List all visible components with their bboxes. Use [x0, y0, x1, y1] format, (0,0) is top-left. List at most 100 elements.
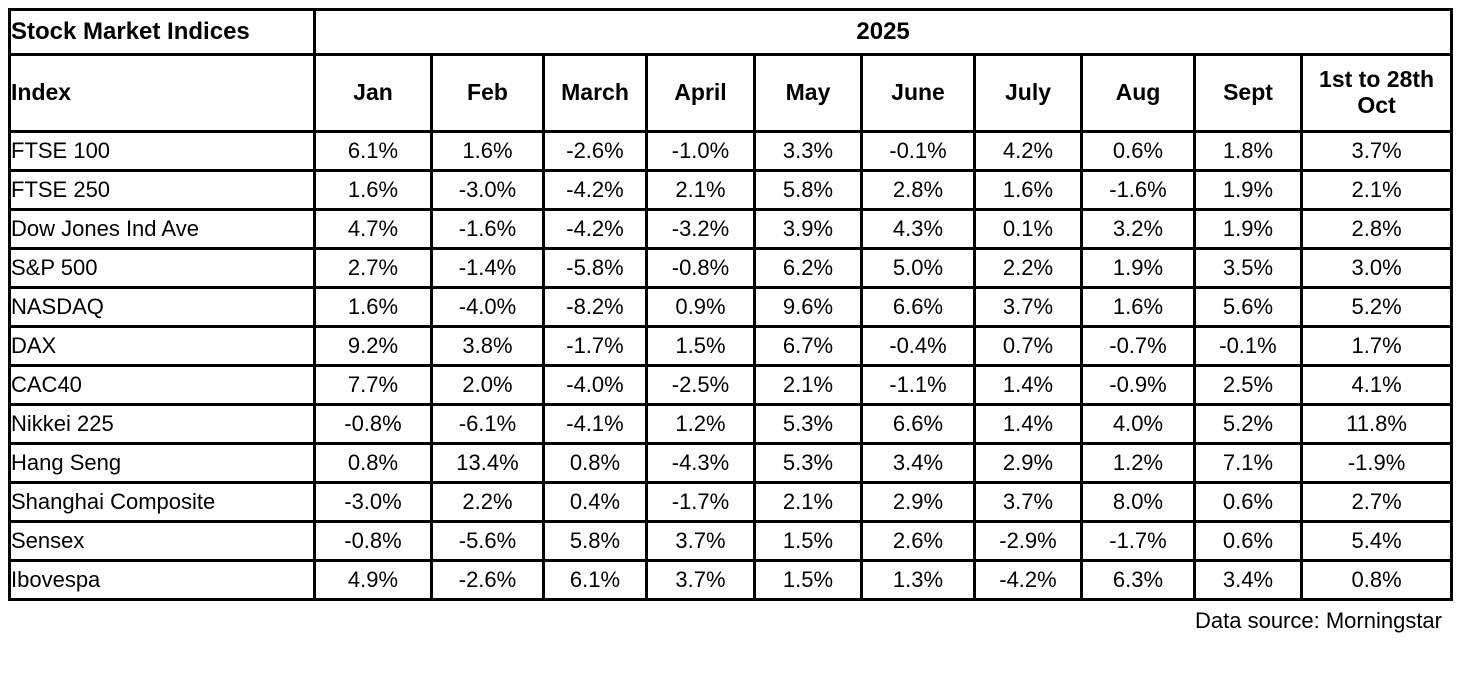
value-cell-feb: 1.6%: [430, 130, 545, 172]
value-cell-jan: 4.9%: [313, 559, 433, 601]
value-cell-june: 2.8%: [860, 169, 976, 211]
value-cell-aug: 4.0%: [1080, 403, 1196, 445]
value-cell-1st-to-28th-oct: -1.9%: [1299, 442, 1454, 484]
value-cell-april: -1.0%: [645, 130, 756, 172]
value-cell-june: 2.9%: [860, 481, 976, 523]
value-cell-feb: 3.8%: [430, 325, 545, 367]
table-row-cac40: CAC40 7.7% 2.0% -4.0% -2.5% 2.1% -1.1% 1.4% -0.9…: [8, 364, 1454, 406]
value-cell-1st-to-28th-oct: 2.8%: [1299, 208, 1454, 250]
value-cell-july: -2.9%: [973, 520, 1083, 562]
index-name-cell: FTSE 100: [8, 130, 316, 172]
value-cell-jan: 7.7%: [313, 364, 433, 406]
data-source-note: Data source: Morningstar: [1195, 608, 1442, 633]
value-cell-july: 0.1%: [973, 208, 1083, 250]
index-name-cell: Ibovespa: [8, 559, 316, 601]
table-row-ftse-250: FTSE 250 1.6% -3.0% -4.2% 2.1% 5.8% 2.8% 1.6% -1…: [8, 169, 1454, 211]
value-cell-sept: 1.8%: [1193, 130, 1303, 172]
value-cell-may: 5.3%: [753, 442, 863, 484]
value-cell-1st-to-28th-oct: 3.7%: [1299, 130, 1454, 172]
column-header-june: June: [860, 53, 976, 133]
value-cell-sept: 3.4%: [1193, 559, 1303, 601]
value-cell-march: -2.6%: [542, 130, 648, 172]
value-cell-july: 3.7%: [973, 286, 1083, 328]
value-cell-jan: -0.8%: [313, 520, 433, 562]
index-name-cell: S&P 500: [8, 247, 316, 289]
table-row-sensex: Sensex -0.8% -5.6% 5.8% 3.7% 1.5% 2.6% -2.9% -1.…: [8, 520, 1454, 562]
index-column-header: Index: [8, 53, 316, 133]
value-cell-june: 3.4%: [860, 442, 976, 484]
index-name-cell: NASDAQ: [8, 286, 316, 328]
value-cell-aug: 1.9%: [1080, 247, 1196, 289]
value-cell-aug: -1.6%: [1080, 169, 1196, 211]
value-cell-jan: 1.6%: [313, 169, 433, 211]
value-cell-aug: -0.7%: [1080, 325, 1196, 367]
title-row: Stock Market Indices 2025: [8, 8, 1454, 56]
value-cell-jan: 6.1%: [313, 130, 433, 172]
table-row-shanghai-composite: Shanghai Composite -3.0% 2.2% 0.4% -1.7% 2.1%…: [8, 481, 1454, 523]
index-name-cell: FTSE 250: [8, 169, 316, 211]
value-cell-feb: 13.4%: [430, 442, 545, 484]
table-row-dax: DAX 9.2% 3.8% -1.7% 1.5% 6.7% -0.4% 0.7% -0.7% -0…: [8, 325, 1454, 367]
value-cell-july: 2.9%: [973, 442, 1083, 484]
value-cell-march: -4.2%: [542, 208, 648, 250]
value-cell-april: 3.7%: [645, 520, 756, 562]
column-header-aug: Aug: [1080, 53, 1196, 133]
index-name-cell: Dow Jones Ind Ave: [8, 208, 316, 250]
value-cell-april: 2.1%: [645, 169, 756, 211]
value-cell-june: -0.4%: [860, 325, 976, 367]
value-cell-july: 1.4%: [973, 403, 1083, 445]
value-cell-may: 2.1%: [753, 364, 863, 406]
value-cell-april: -2.5%: [645, 364, 756, 406]
value-cell-feb: -3.0%: [430, 169, 545, 211]
value-cell-sept: 5.2%: [1193, 403, 1303, 445]
value-cell-1st-to-28th-oct: 5.4%: [1299, 520, 1454, 562]
value-cell-march: -4.0%: [542, 364, 648, 406]
value-cell-feb: -6.1%: [430, 403, 545, 445]
column-header-may: May: [753, 53, 863, 133]
value-cell-march: -1.7%: [542, 325, 648, 367]
value-cell-aug: -1.7%: [1080, 520, 1196, 562]
value-cell-march: 5.8%: [542, 520, 648, 562]
value-cell-april: 1.5%: [645, 325, 756, 367]
value-cell-aug: 1.2%: [1080, 442, 1196, 484]
column-header-july: July: [973, 53, 1083, 133]
value-cell-jan: 0.8%: [313, 442, 433, 484]
table-body: FTSE 100 6.1% 1.6% -2.6% -1.0% 3.3% -0.1% 4.2% 0…: [8, 130, 1454, 601]
value-cell-april: 1.2%: [645, 403, 756, 445]
column-header-jan: Jan: [313, 53, 433, 133]
index-name-cell: DAX: [8, 325, 316, 367]
value-cell-march: -4.1%: [542, 403, 648, 445]
value-cell-feb: -2.6%: [430, 559, 545, 601]
value-cell-april: -1.7%: [645, 481, 756, 523]
value-cell-feb: 2.2%: [430, 481, 545, 523]
value-cell-jan: 2.7%: [313, 247, 433, 289]
value-cell-april: -3.2%: [645, 208, 756, 250]
table-row-ibovespa: Ibovespa 4.9% -2.6% 6.1% 3.7% 1.5% 1.3% -4.2% 6.…: [8, 559, 1454, 601]
index-name-cell: Nikkei 225: [8, 403, 316, 445]
value-cell-aug: -0.9%: [1080, 364, 1196, 406]
value-cell-feb: -1.6%: [430, 208, 545, 250]
value-cell-may: 6.7%: [753, 325, 863, 367]
value-cell-feb: 2.0%: [430, 364, 545, 406]
value-cell-feb: -5.6%: [430, 520, 545, 562]
value-cell-june: 1.3%: [860, 559, 976, 601]
value-cell-june: 4.3%: [860, 208, 976, 250]
column-header-april: April: [645, 53, 756, 133]
column-header-1st-to-28th-oct: 1st to 28th Oct: [1299, 53, 1454, 133]
value-cell-sept: 7.1%: [1193, 442, 1303, 484]
value-cell-april: -4.3%: [645, 442, 756, 484]
value-cell-sept: 0.6%: [1193, 481, 1303, 523]
value-cell-march: 0.8%: [542, 442, 648, 484]
value-cell-june: -1.1%: [860, 364, 976, 406]
value-cell-july: -4.2%: [973, 559, 1083, 601]
value-cell-may: 2.1%: [753, 481, 863, 523]
value-cell-1st-to-28th-oct: 11.8%: [1299, 403, 1454, 445]
stock-indices-table: Stock Market Indices 2025 Index Jan Feb Ma…: [8, 8, 1454, 601]
value-cell-july: 2.2%: [973, 247, 1083, 289]
value-cell-sept: 2.5%: [1193, 364, 1303, 406]
value-cell-may: 6.2%: [753, 247, 863, 289]
value-cell-july: 1.4%: [973, 364, 1083, 406]
value-cell-1st-to-28th-oct: 0.8%: [1299, 559, 1454, 601]
value-cell-june: 6.6%: [860, 286, 976, 328]
value-cell-july: 1.6%: [973, 169, 1083, 211]
